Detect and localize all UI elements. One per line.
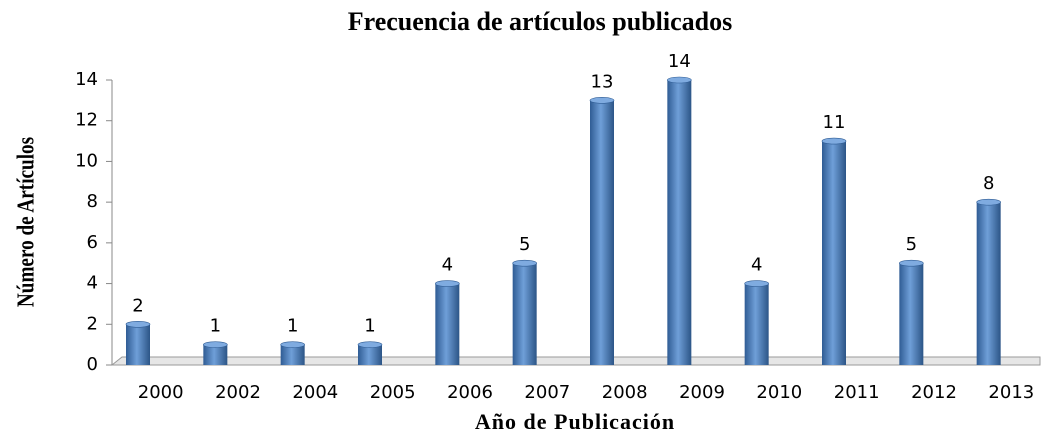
y-tick-label: 2 <box>87 313 98 334</box>
bar-cap <box>203 341 228 348</box>
bar-cap <box>821 137 847 145</box>
bar <box>822 141 846 365</box>
bar-cap <box>125 320 151 328</box>
data-label: 4 <box>751 255 762 276</box>
bar <box>280 344 305 365</box>
x-tick-label: 2010 <box>756 382 802 403</box>
bar-cap <box>667 76 692 84</box>
x-tick-label: 2012 <box>911 382 957 403</box>
x-tick-label: 2000 <box>138 382 184 403</box>
x-tick-label: 2004 <box>292 382 338 403</box>
bar <box>976 202 1001 365</box>
y-tick-label: 0 <box>87 354 98 375</box>
bar <box>203 344 228 365</box>
bar <box>358 344 382 365</box>
bar <box>667 80 692 365</box>
floor <box>110 356 1041 366</box>
bar-cap <box>512 259 537 267</box>
x-tick-label: 2002 <box>215 382 261 403</box>
data-label: 1 <box>287 316 298 337</box>
data-label: 5 <box>519 234 530 255</box>
data-label: 14 <box>668 51 691 72</box>
data-label: 5 <box>906 234 917 255</box>
data-label: 1 <box>364 316 375 337</box>
data-label: 2 <box>132 295 143 316</box>
y-tick-label: 10 <box>75 150 98 171</box>
data-label: 1 <box>210 316 221 337</box>
data-label: 4 <box>442 255 453 276</box>
bar-cap <box>589 97 615 104</box>
data-label: 11 <box>823 112 846 133</box>
x-tick-label: 2009 <box>679 382 725 403</box>
bar <box>744 283 769 365</box>
x-tick-label: 2006 <box>447 382 493 403</box>
x-axis-title: Año de Publicación <box>475 409 675 434</box>
y-axis-title: Número de Artículos <box>13 137 40 307</box>
data-label: 13 <box>591 71 614 92</box>
x-tick-label: 2008 <box>602 382 648 403</box>
x-tick-label: 2007 <box>524 382 570 403</box>
bar <box>512 263 537 365</box>
bar <box>590 100 614 365</box>
bar-cap <box>435 280 460 287</box>
y-tick-label: 6 <box>87 232 98 253</box>
bar-cap <box>280 341 305 348</box>
bar-cap <box>357 341 383 348</box>
x-tick-label: 2013 <box>988 382 1034 403</box>
x-tick-label: 2011 <box>834 382 880 403</box>
x-tick-label: 2005 <box>370 382 416 403</box>
bar <box>435 283 460 365</box>
y-tick-label: 12 <box>75 110 98 131</box>
bar-cap <box>976 198 1001 206</box>
chart-title: Frecuencia de artículos publicados <box>348 7 732 36</box>
y-tick-label: 4 <box>87 273 98 294</box>
y-tick-label: 8 <box>87 191 98 212</box>
data-label: 8 <box>983 173 994 194</box>
bar-cap <box>899 259 924 267</box>
bar <box>899 263 924 365</box>
y-tick-label: 14 <box>75 69 98 90</box>
bar <box>126 324 150 365</box>
bar-cap <box>744 280 769 287</box>
